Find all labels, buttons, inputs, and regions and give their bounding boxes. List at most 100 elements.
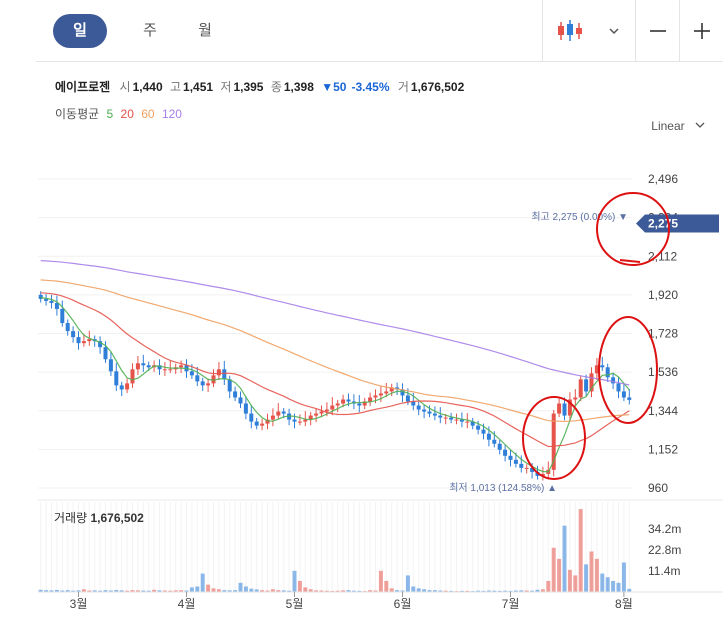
candle-body [589,373,594,392]
volume-bar [130,590,135,592]
candle-body [578,379,583,398]
volume-bar [540,589,545,592]
candle-body [189,371,194,376]
chart-type-selector[interactable] [542,0,635,62]
candle-body [346,399,351,402]
tab-daily[interactable]: 일 [53,14,107,48]
volume-bar [49,590,54,592]
annotation-circle-latest [598,316,658,424]
candle-body [276,411,281,416]
moving-average-60-line [40,279,630,423]
minus-icon [649,30,666,32]
volume-bar [400,590,405,592]
candle-body [594,365,599,374]
volume-bar [476,590,481,592]
ma-5-label: 5 [106,107,114,121]
ma-120-label: 120 [161,107,182,121]
candle-body [481,429,486,434]
moving-average-120-line [40,260,630,386]
candle-body [119,385,124,390]
open-label: 시 [119,80,131,94]
candle-body [71,331,76,338]
volume-bar [330,590,335,592]
volume-bar [103,590,108,592]
candle-body [81,341,86,344]
candle-body [454,419,459,421]
candle-body [341,399,346,404]
volume-bar [108,590,113,592]
candle-body [76,337,81,344]
volume-bar [573,575,578,592]
price-change-pct: -3.45% [351,80,390,94]
ma-legend-label: 이동평균 [55,107,100,121]
scale-selector[interactable]: Linear [651,119,706,133]
candle-body [238,397,243,404]
volume-bar [60,590,65,592]
x-tick-label: 8월 [615,597,633,611]
volume-bar [265,590,270,592]
annotation-stroke [619,259,641,263]
volume-bar [71,590,76,592]
candle-body [405,395,410,402]
candle-body [292,419,297,422]
candle-body [108,359,113,372]
zoom-out-button[interactable] [635,0,679,62]
volume-bar [216,589,221,592]
candle-body [524,467,529,469]
volume-bar [287,590,292,592]
tab-weekly[interactable]: 주 [143,22,157,39]
candle-body [319,411,324,414]
candle-body [616,383,621,392]
candle-body [627,397,632,400]
x-tick-label: 4월 [178,597,196,611]
volume-tick-label: 34.2m [648,522,681,536]
candle-body [254,421,259,426]
volume-bar [179,590,184,592]
chart-toolbar: 일 주 월 [36,0,723,62]
candle-body [373,395,378,398]
volume-bar [449,590,454,592]
candle-body [211,375,216,384]
x-tick-label: 3월 [70,597,88,611]
candle-body [38,294,43,299]
volume-bar [395,590,400,592]
volume-bar [303,587,308,592]
volume-bar [481,590,486,592]
volume-bar [200,573,205,592]
zoom-in-button[interactable] [679,0,723,62]
plus-icon [693,23,710,39]
candle-body [508,455,513,460]
volume-bar [405,575,410,592]
x-tick-label: 6월 [394,597,412,611]
candle-body [557,403,562,414]
volume-bar [600,573,605,592]
volume-tick-label: 11.4m [648,564,680,578]
high-value: 1,451 [183,80,214,94]
volume-bar [508,590,513,592]
volume-bar [368,590,373,592]
volume-panel-label: 거래량 [54,511,88,525]
volume-bar [162,590,167,592]
annotation-circle-rebound [522,396,586,480]
tab-monthly[interactable]: 월 [198,22,212,39]
volume-bar [551,547,556,592]
volume-bar [422,589,427,592]
low-price-marker: 최저 1,013 (124.58%) ▲ [449,482,557,494]
volume-bar [76,590,81,592]
volume-bar [233,590,238,592]
price-summary: 에이프로젠 시 1,440 고 1,451 저 1,395 종 1,398 ▼50 -3.… [55,78,468,95]
close-label: 종 [270,80,282,94]
volume-bar [605,577,610,592]
candle-body [243,403,248,414]
volume-label: 거 [397,80,409,94]
volume-bar [594,558,599,592]
candle-body [497,443,502,450]
candle-body [330,405,335,410]
candle-body [87,339,92,342]
volume-bar [135,590,140,592]
volume-bar [616,582,621,592]
volume-bar [443,590,448,592]
candle-body [168,369,173,371]
chevron-down-icon [695,122,705,128]
